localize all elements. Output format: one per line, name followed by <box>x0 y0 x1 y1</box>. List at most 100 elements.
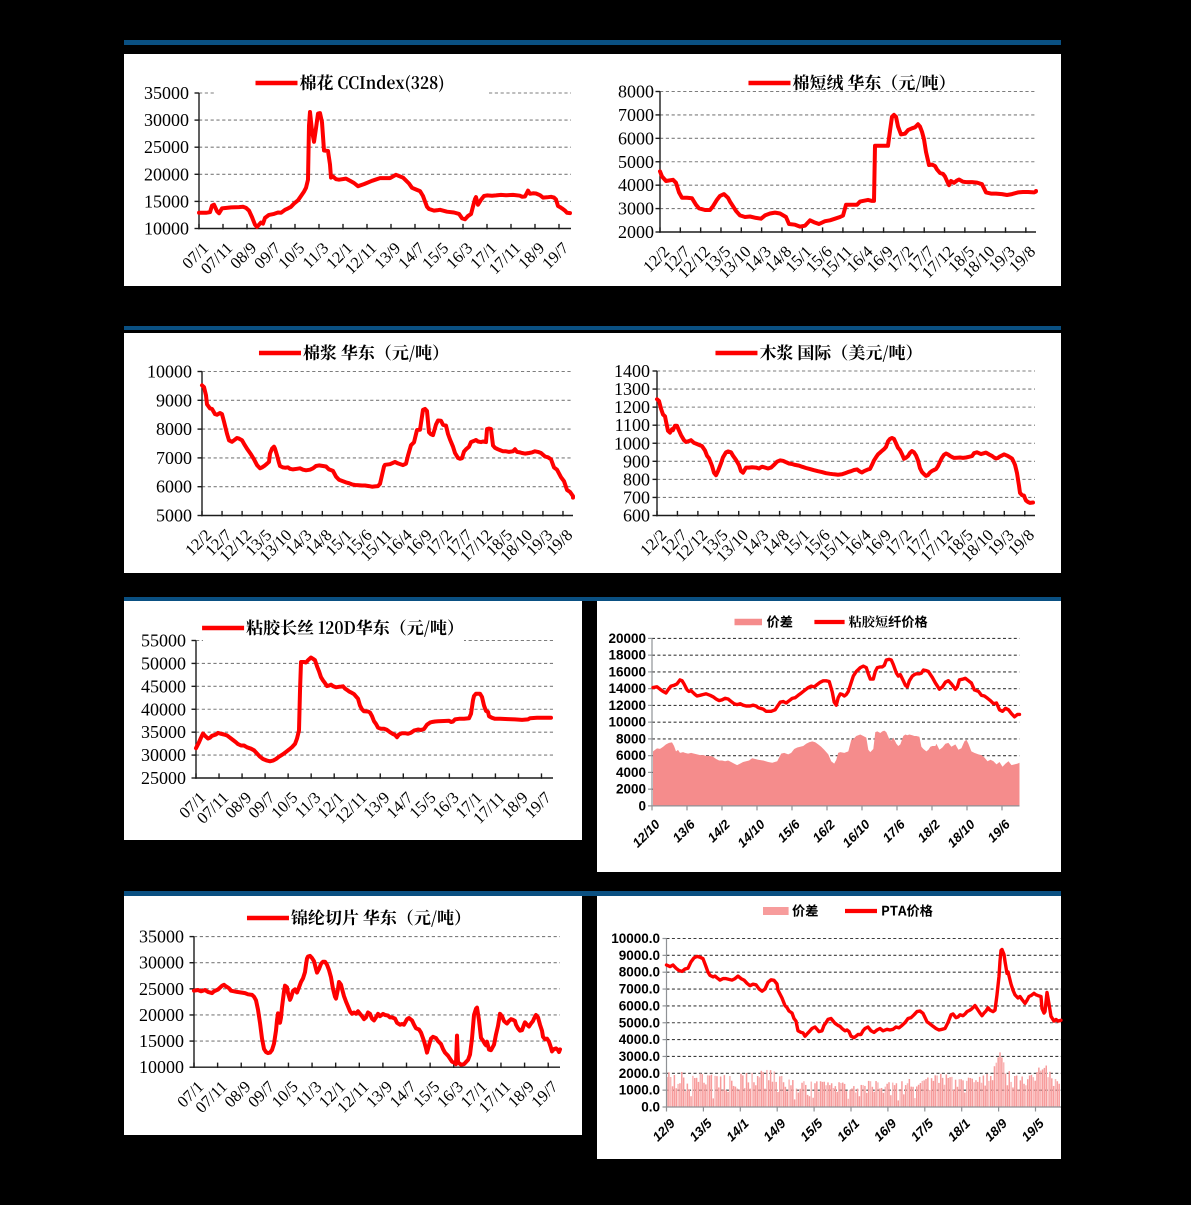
y-axis-labels: 35000 30000 25000 20000 15000 10000 <box>139 927 184 1078</box>
x-axis-ticks <box>198 223 560 230</box>
series-line-nylon-chips <box>192 953 562 1067</box>
x-tick-label: 14/1 <box>723 1116 752 1145</box>
x-axis-labels: 07/107/1108/909/710/511/312/112/1113/914… <box>175 788 555 828</box>
axes <box>195 640 553 779</box>
y-tick-label: 6000 <box>156 477 192 497</box>
y-axis-ticks <box>648 637 652 807</box>
chart-title-text-nylon-chips: 锦纶切片 华东（元/吨） <box>0 0 1 1</box>
x-tick-label: 18/9 <box>981 1115 1010 1144</box>
x-tick-label: 19/6 <box>984 816 1013 845</box>
y-tick-label: 9000 <box>156 390 192 410</box>
legend-label-text-cotton-linter-0: 棉短绒 华东（元/吨） <box>0 0 1 1</box>
legend-label-text-viscose-filament-0: 粘胶长丝 120D华东（元/吨） <box>0 0 1 1</box>
y-tick-label: 0 <box>638 798 646 813</box>
gridlines <box>660 90 1036 210</box>
y-tick-label: 6000 <box>618 128 654 148</box>
y-tick-label: 15000 <box>139 1031 184 1051</box>
y-tick-label: 15000 <box>144 191 189 211</box>
gridlines <box>194 936 560 1042</box>
axes <box>201 371 573 517</box>
y-tick-label: 35000 <box>141 722 186 742</box>
legend-label-text-pta-spread-1: PTA价格 <box>0 0 1 1</box>
chart-title-cotton-linter <box>792 74 945 92</box>
legend-swatch-area <box>763 907 789 915</box>
accent-bar-row4 <box>124 890 1061 896</box>
chart-title-text-cotton-ccindex: 棉花 CCIndex(328) <box>0 0 1 1</box>
y-tick-label: 8000.0 <box>619 965 660 980</box>
x-tick-label: 14/2 <box>704 816 733 845</box>
legend-swatch-area <box>734 618 762 626</box>
y-axis-labels: 10000 9000 8000 7000 6000 5000 <box>147 362 192 526</box>
legend-label-text-wood-pulp-0: 木浆 国际（美元/吨） <box>0 0 1 1</box>
y-tick-label: 10000 <box>147 362 192 382</box>
legend-label-text-nylon-chips-0: 锦纶切片 华东（元/吨） <box>0 0 1 1</box>
chart-wood-pulp: 1400130012001100100090080070060012/212/7… <box>614 344 1038 565</box>
y-tick-label: 10000.0 <box>611 931 660 946</box>
x-tick-label: 17/6 <box>879 816 908 845</box>
series-line-cotton-linter <box>658 112 1038 229</box>
y-tick-label: 25000 <box>144 137 189 157</box>
y-tick-label: 700 <box>623 487 650 507</box>
y-tick-label: 25000 <box>139 979 184 999</box>
y-tick-label: 1400 <box>614 361 650 381</box>
series-line-wood-pulp <box>655 397 1035 505</box>
y-axis-ticks <box>189 935 194 1068</box>
y-tick-label: 1300 <box>614 379 650 399</box>
y-tick-label: 1000.0 <box>619 1083 660 1098</box>
y-axis-ticks <box>662 937 667 1108</box>
y-tick-label: 30000 <box>141 745 186 765</box>
y-tick-label: 30000 <box>144 110 189 130</box>
x-axis-labels: 07/107/1108/909/710/511/312/112/1113/914… <box>173 1077 561 1117</box>
x-axis-ticks <box>656 510 1026 517</box>
accent-bar-row2 <box>124 325 1061 331</box>
x-tick-label: 16/1 <box>834 1116 863 1145</box>
x-tick-label: 13/5 <box>686 1115 715 1144</box>
x-tick-label: 13/6 <box>669 816 698 845</box>
x-axis-labels: 12/212/712/1213/513/1014/314/815/115/615… <box>639 242 1039 282</box>
x-tick-label: 12/10 <box>629 816 663 850</box>
y-tick-label: 3000 <box>618 199 654 219</box>
y-tick-label: 4000 <box>616 765 646 780</box>
x-axis-labels: 12/10 13/6 14/2 14/10 15/6 16/2 16/10 17/6 18/2 1… <box>629 816 1013 850</box>
y-tick-label: 10000 <box>139 1057 184 1077</box>
y-tick-label: 20000 <box>144 164 189 184</box>
y-tick-label: 3000.0 <box>619 1049 660 1064</box>
axes <box>193 936 560 1068</box>
series-bars-pta-spread <box>666 1052 1060 1107</box>
y-tick-label: 7000 <box>156 448 192 468</box>
x-axis-ticks <box>201 510 564 517</box>
y-axis-ticks <box>197 370 202 517</box>
y-axis-labels: 35000 30000 25000 20000 15000 10000 <box>144 83 189 239</box>
x-tick-label: 16/9 <box>871 1115 900 1144</box>
y-tick-label: 20000 <box>608 631 646 646</box>
accent-bar-row1 <box>124 40 1061 45</box>
x-tick-label: 18/1 <box>945 1116 974 1145</box>
x-tick-label: 17/5 <box>908 1115 937 1144</box>
y-tick-label: 600 <box>623 506 650 526</box>
y-tick-label: 6000 <box>616 748 646 763</box>
x-tick-label: 14/9 <box>760 1115 789 1144</box>
legend-label-text-cotton-pulp-0: 棉浆 华东（元/吨） <box>0 0 1 1</box>
legend-label <box>848 615 928 628</box>
legend-label-text-viscose-staple-spread-0: 价差 <box>0 0 1 1</box>
legend-cotton-ccindex <box>214 67 489 97</box>
y-tick-label: 8000 <box>156 419 192 439</box>
y-tick-label: 5000.0 <box>619 1015 660 1030</box>
y-tick-label: 16000 <box>608 664 646 679</box>
x-axis-ticks <box>193 1062 549 1068</box>
series-line-cotton-ccindex <box>197 110 572 229</box>
chart-nylon-chips: 35000 30000 25000 20000 15000 1000007/107/110… <box>139 909 562 1117</box>
y-axis-ticks <box>655 90 660 233</box>
legend-label <box>882 904 933 917</box>
gridlines <box>657 370 1035 498</box>
y-tick-label: 10000 <box>608 715 646 730</box>
x-axis-labels: 12/212/712/1213/513/1014/314/815/115/615… <box>636 525 1038 565</box>
y-axis-ticks <box>652 370 657 517</box>
x-axis-ticks <box>651 805 1003 811</box>
x-axis-ticks <box>195 773 543 779</box>
y-tick-label: 5000 <box>156 506 192 526</box>
legend-cotton-pulp <box>258 344 439 362</box>
